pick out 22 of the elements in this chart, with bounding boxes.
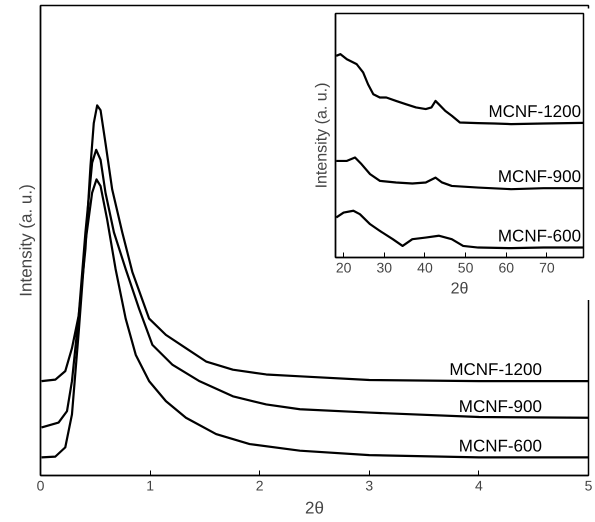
y-axis-title: Intensity (a. u.) <box>16 184 36 297</box>
series-label: MCNF-900 <box>498 167 582 186</box>
x-tick-label: 3 <box>365 478 374 494</box>
x-tick-label: 5 <box>584 478 593 494</box>
series-label: MCNF-600 <box>458 436 542 456</box>
x-tick-label: 1 <box>146 478 154 494</box>
x-tick-label: 40 <box>417 260 433 276</box>
x-tick-label: 2 <box>256 478 264 494</box>
x-tick-label: 70 <box>539 260 555 276</box>
series-label: MCNF-600 <box>498 226 582 246</box>
series-label: MCNF-1200 <box>449 360 542 380</box>
x-tick-label: 30 <box>376 260 392 276</box>
series-label: MCNF-1200 <box>488 102 582 121</box>
x-tick-label: 0 <box>36 478 45 494</box>
x-tick-label: 4 <box>475 478 484 494</box>
x-tick-label: 20 <box>336 260 352 276</box>
x-axis-title: 2θ <box>305 498 324 518</box>
x-tick-label: 50 <box>458 260 474 276</box>
x-tick-label: 60 <box>498 260 514 276</box>
y-axis-title: Intensity (a. u.) <box>314 82 330 188</box>
series-label: MCNF-900 <box>458 396 542 416</box>
x-axis-title: 2θ <box>450 280 468 298</box>
